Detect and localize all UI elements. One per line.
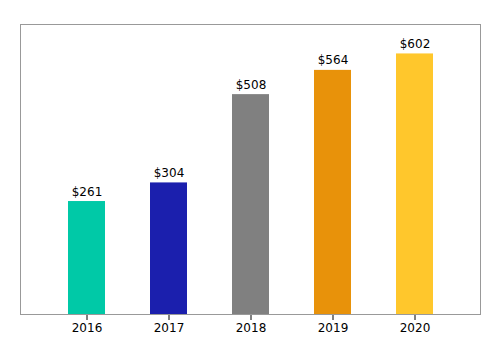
svg-text:2017: 2017 [154,321,185,335]
svg-text:2019: 2019 [318,321,349,335]
svg-text:$508: $508 [236,78,267,92]
svg-text:$304: $304 [154,166,185,180]
svg-text:2020: 2020 [400,321,431,335]
svg-text:$564: $564 [318,53,349,67]
svg-text:2016: 2016 [72,321,103,335]
svg-text:2018: 2018 [236,321,267,335]
svg-text:$602: $602 [400,37,431,51]
svg-text:$261: $261 [72,185,103,199]
